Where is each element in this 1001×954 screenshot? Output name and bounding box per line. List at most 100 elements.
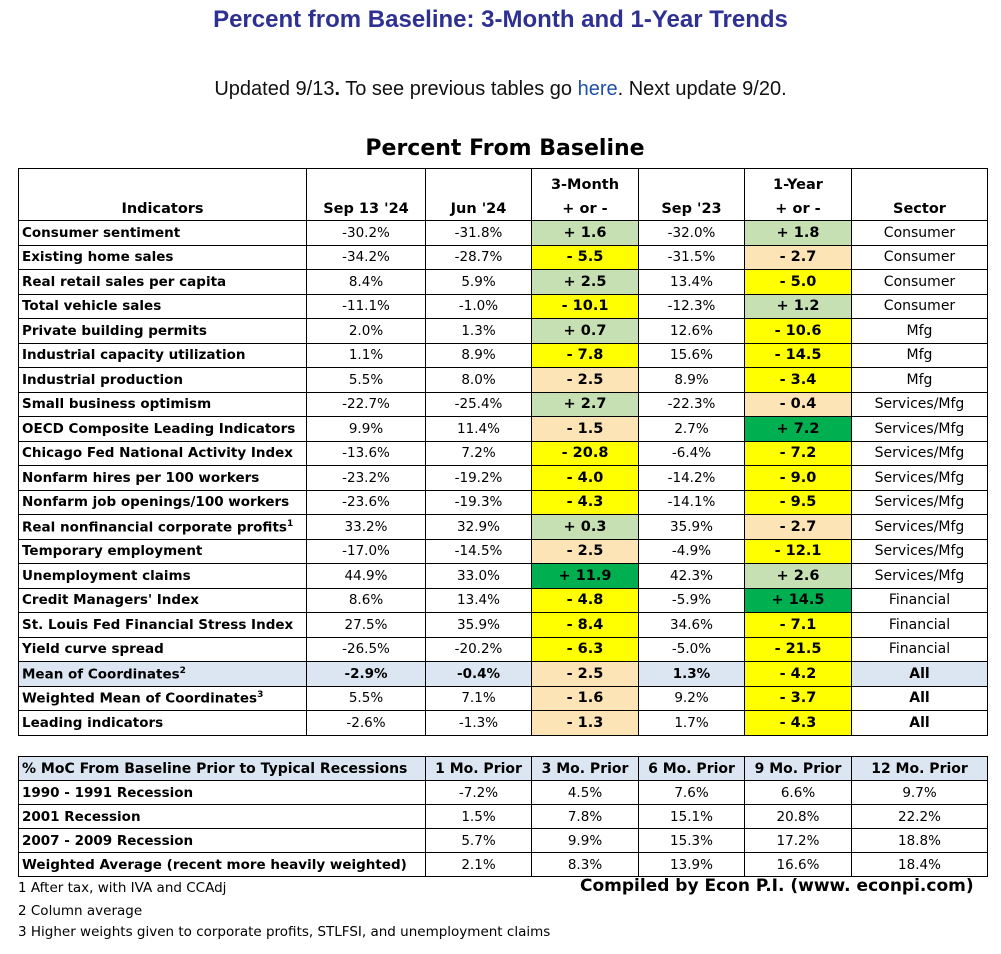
footnote-2: 2 Column average: [18, 903, 143, 919]
sector: Consumer: [851, 244, 988, 270]
indicator-name: Industrial capacity utilization: [18, 342, 307, 368]
value-sep24: 9.9%: [306, 416, 426, 442]
value-sep23: -5.0%: [638, 636, 745, 662]
change-3month: - 1.6: [531, 685, 639, 711]
change-3month: - 5.5: [531, 244, 639, 270]
value-sep23: -14.2%: [638, 465, 745, 491]
table-row: St. Louis Fed Financial Stress Index 27.5…: [18, 612, 988, 638]
recession-value: 15.1%: [638, 804, 745, 829]
recession-value: 16.6%: [744, 852, 852, 877]
page-title: Percent from Baseline: 3-Month and 1-Yea…: [213, 6, 788, 33]
sector: Financial: [851, 636, 988, 662]
sector: Services/Mfg: [851, 416, 988, 442]
value-jun24: -14.5%: [425, 538, 532, 564]
recession-value: 1.5%: [425, 804, 532, 829]
recession-value: 4.5%: [531, 780, 639, 805]
sector: Services/Mfg: [851, 563, 988, 589]
recession-value: 22.2%: [851, 804, 988, 829]
indicator-name: Credit Managers' Index: [18, 587, 307, 613]
indicator-name: OECD Composite Leading Indicators: [18, 416, 307, 442]
recession-value: 2.1%: [425, 852, 532, 877]
sector: Services/Mfg: [851, 514, 988, 540]
change-1year: + 7.2: [744, 416, 852, 442]
indicator-label: Credit Managers' Index: [22, 592, 199, 609]
value-sep23: -6.4%: [638, 440, 745, 466]
change-3month: + 0.7: [531, 318, 639, 344]
change-1year: - 10.6: [744, 318, 852, 344]
value-sep24: 8.6%: [306, 587, 426, 613]
value-jun24: 32.9%: [425, 514, 532, 540]
value-sep23: -5.9%: [638, 587, 745, 613]
change-3month: - 8.4: [531, 612, 639, 638]
value-sep24: 27.5%: [306, 612, 426, 638]
sector: Services/Mfg: [851, 465, 988, 491]
table-row: Mean of Coordinates2 -2.9% -0.4% - 2.5 1.3% -…: [18, 661, 988, 687]
recession-value: 18.8%: [851, 828, 988, 853]
value-jun24: -0.4%: [425, 661, 532, 687]
previous-tables-link[interactable]: here: [577, 78, 618, 100]
recession-header-col: 9 Mo. Prior: [744, 756, 852, 781]
change-1year: + 1.8: [744, 220, 852, 246]
table-row: Chicago Fed National Activity Index -13.6…: [18, 440, 988, 466]
indicator-name: Private building permits: [18, 318, 307, 344]
table-row: Temporary employment -17.0% -14.5% - 2.5 -4.…: [18, 538, 988, 564]
table-row: Nonfarm job openings/100 workers -23.6% -1…: [18, 489, 988, 515]
table-row: Nonfarm hires per 100 workers -23.2% -19.2…: [18, 465, 988, 491]
sector: Consumer: [851, 293, 988, 319]
value-jun24: 8.9%: [425, 342, 532, 368]
header-3month-label: 3-Month: [550, 177, 620, 193]
indicator-label: Nonfarm hires per 100 workers: [22, 469, 260, 486]
indicator-name: Real retail sales per capita: [18, 269, 307, 295]
recession-value: 6.6%: [744, 780, 852, 805]
value-sep24: -30.2%: [306, 220, 426, 246]
recession-value: 8.3%: [531, 852, 639, 877]
value-jun24: -28.7%: [425, 244, 532, 270]
indicator-name: Nonfarm hires per 100 workers: [18, 465, 307, 491]
recession-value: 9.9%: [531, 828, 639, 853]
indicator-name: St. Louis Fed Financial Stress Index: [18, 612, 307, 638]
indicator-label: Mean of Coordinates: [22, 666, 180, 682]
change-3month: - 6.3: [531, 636, 639, 662]
sector: Financial: [851, 587, 988, 613]
compiled-by: Compiled by Econ P.I. (www. econpi.com): [580, 876, 974, 896]
value-sep23: 35.9%: [638, 514, 745, 540]
change-3month: + 2.7: [531, 391, 639, 417]
indicator-label: Real nonfinancial corporate profits: [22, 519, 287, 535]
indicator-name: Weighted Mean of Coordinates3: [18, 685, 307, 711]
value-jun24: -31.8%: [425, 220, 532, 246]
table-row: Real retail sales per capita 8.4% 5.9% + 2.…: [18, 269, 988, 295]
change-1year: - 14.5: [744, 342, 852, 368]
recession-header-col: 1 Mo. Prior: [425, 756, 532, 781]
header-sep23: Sep '23: [638, 168, 745, 221]
value-sep24: 2.0%: [306, 318, 426, 344]
indicator-name: Leading indicators: [18, 710, 307, 736]
value-jun24: -19.2%: [425, 465, 532, 491]
value-sep24: -22.7%: [306, 391, 426, 417]
sector: Consumer: [851, 220, 988, 246]
recession-header-col: 12 Mo. Prior: [851, 756, 988, 781]
recession-name: 1990 - 1991 Recession: [18, 780, 426, 805]
indicator-label: Consumer sentiment: [22, 224, 181, 241]
header-1year-label: 1-Year: [773, 177, 823, 193]
recession-header-col: 6 Mo. Prior: [638, 756, 745, 781]
recession-row: Weighted Average (recent more heavily we…: [18, 852, 988, 877]
recession-name: 2001 Recession: [18, 804, 426, 829]
indicator-label: Private building permits: [22, 322, 207, 339]
value-sep24: -23.2%: [306, 465, 426, 491]
value-sep24: -26.5%: [306, 636, 426, 662]
indicator-name: Unemployment claims: [18, 563, 307, 589]
change-1year: - 3.4: [744, 367, 852, 393]
value-jun24: 11.4%: [425, 416, 532, 442]
value-sep24: -17.0%: [306, 538, 426, 564]
indicator-label: Nonfarm job openings/100 workers: [22, 494, 290, 511]
header-3month: 3-Month + or -: [531, 168, 639, 221]
change-3month: - 7.8: [531, 342, 639, 368]
value-sep24: -11.1%: [306, 293, 426, 319]
sector: All: [851, 685, 988, 711]
value-sep24: -2.9%: [306, 661, 426, 687]
value-sep23: -22.3%: [638, 391, 745, 417]
recession-value: 17.2%: [744, 828, 852, 853]
table-row: Small business optimism -22.7% -25.4% + 2.7…: [18, 391, 988, 417]
header-indicators: Indicators: [18, 168, 307, 221]
value-sep24: -2.6%: [306, 710, 426, 736]
